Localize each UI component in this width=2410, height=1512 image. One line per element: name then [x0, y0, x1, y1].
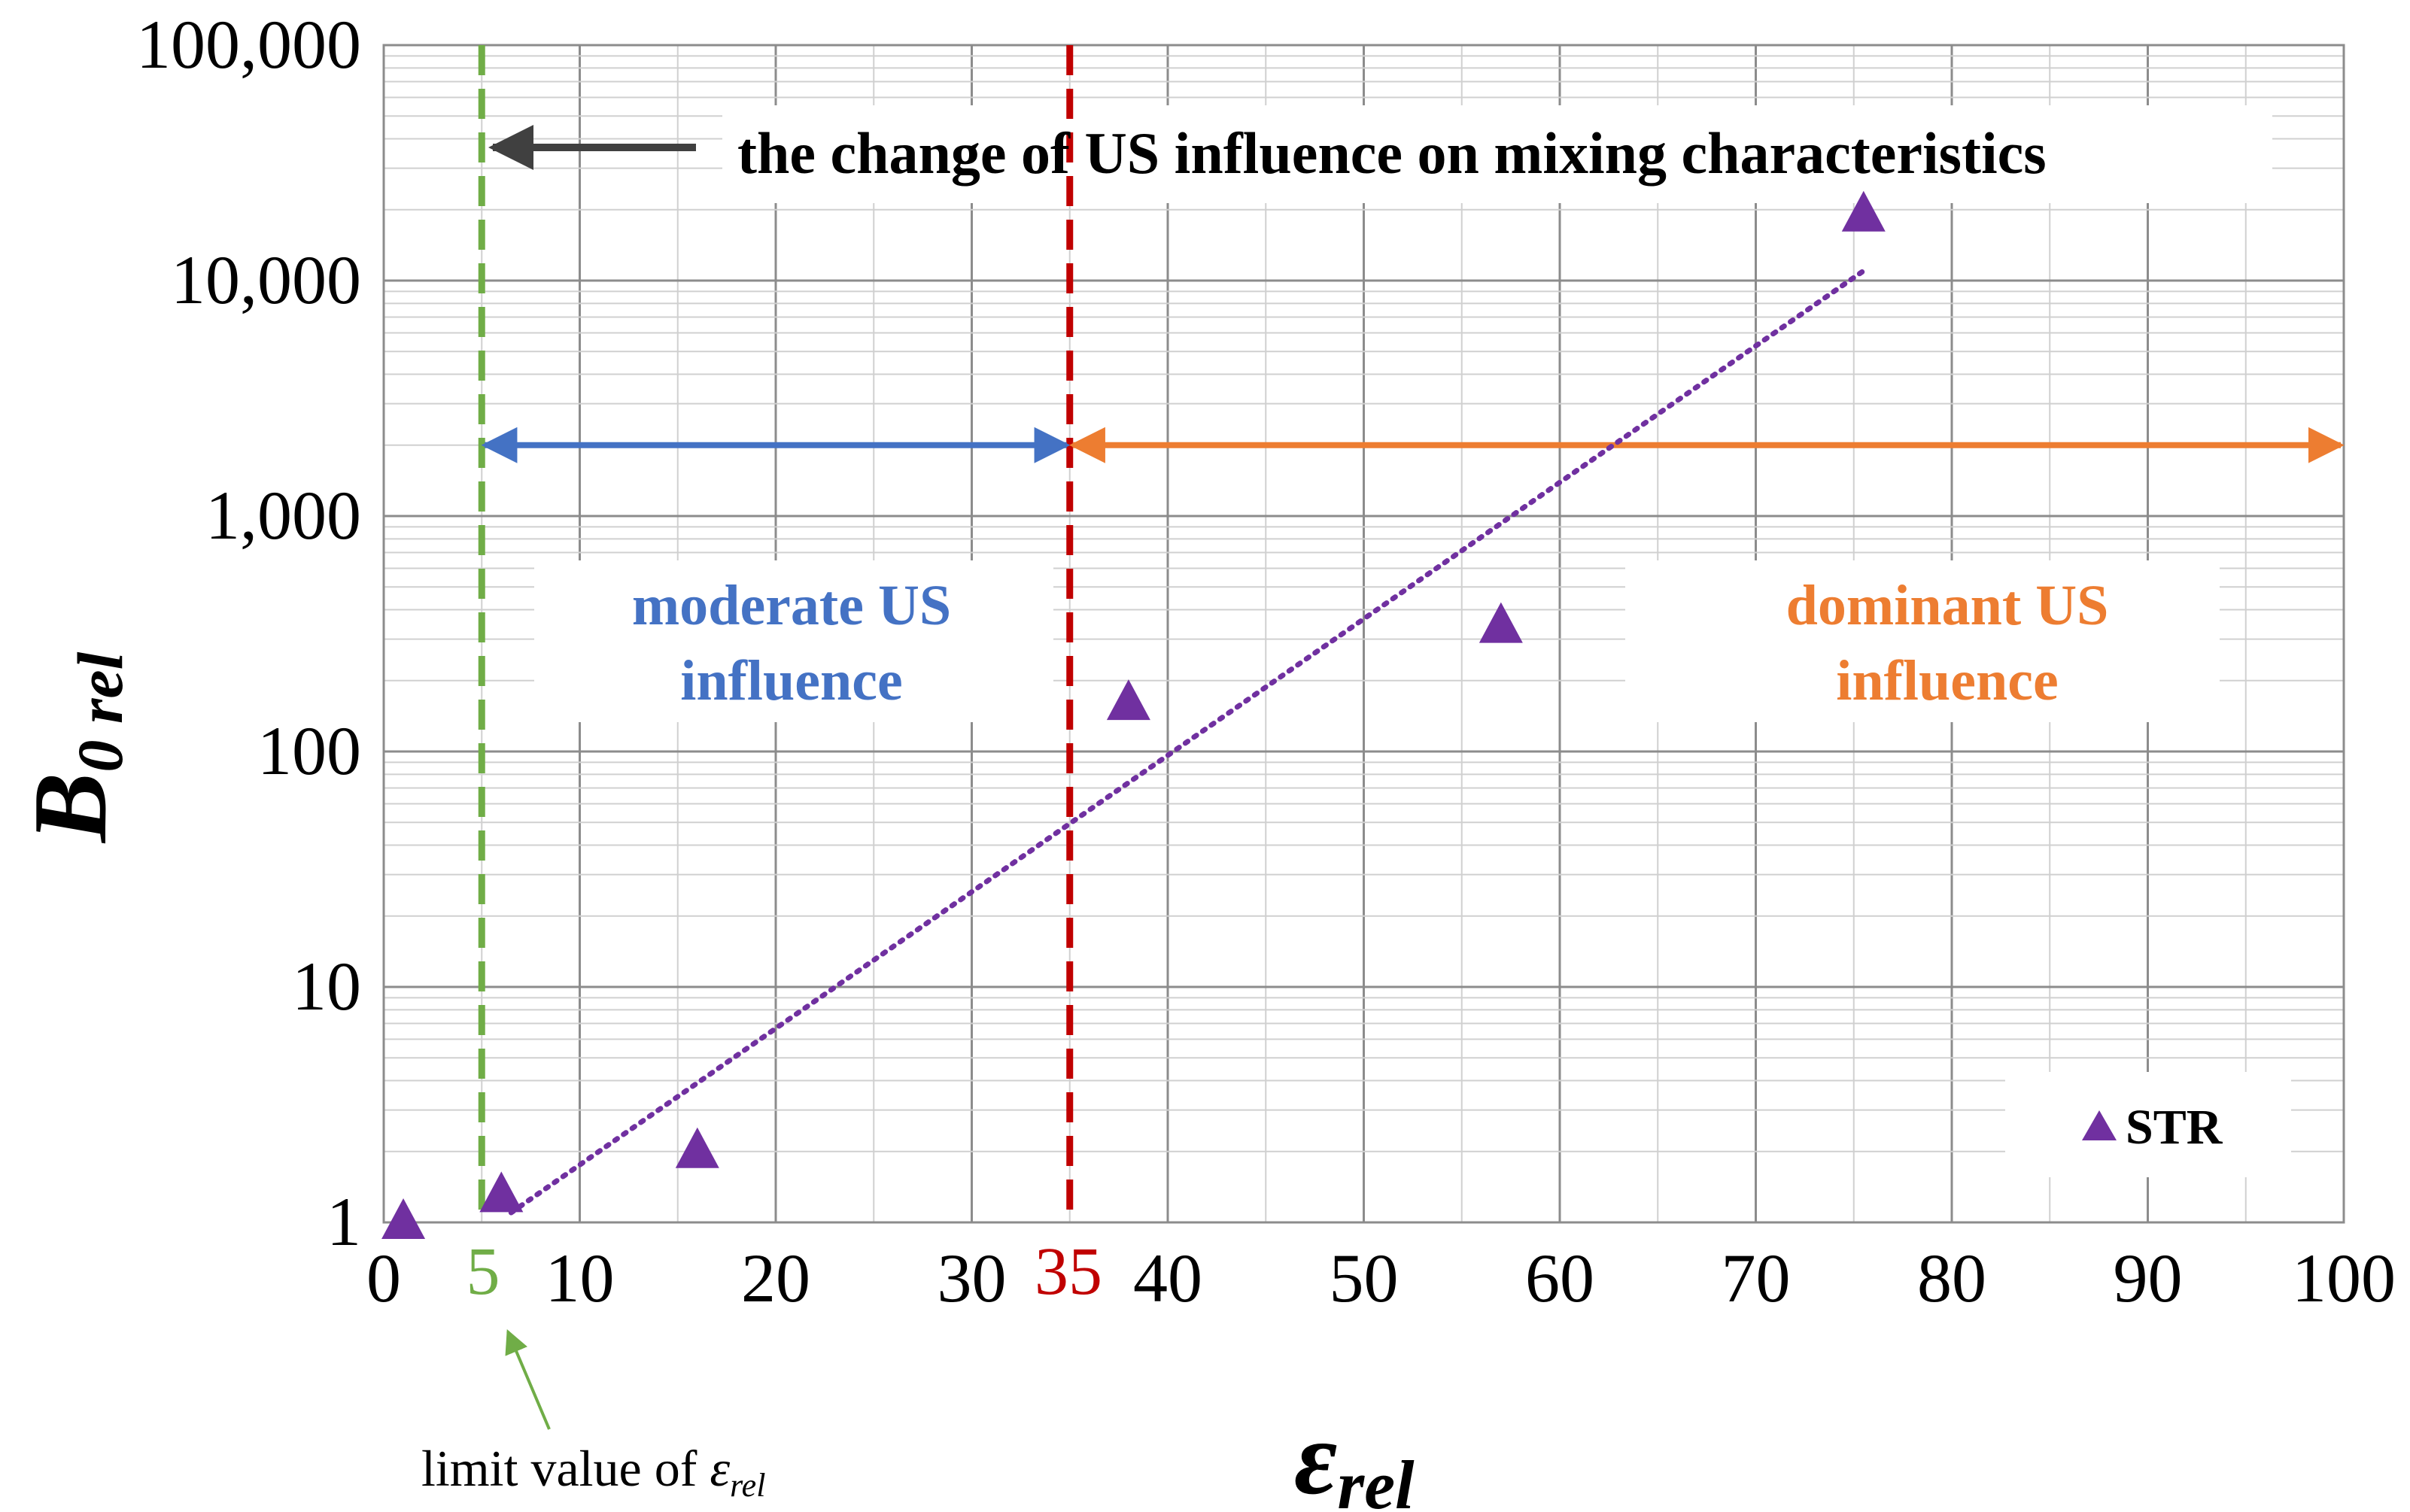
moderate-label-line1: moderate US [632, 574, 951, 637]
y-axis-title: B0 rel [12, 651, 136, 844]
y-axis-subscript: 0 rel [64, 651, 136, 772]
plot-border [382, 44, 2345, 1224]
x-tick-label: 30 [938, 1240, 1007, 1316]
y-tick-label: 10 [292, 948, 361, 1025]
trendline [508, 268, 1867, 1216]
y-tick-label: 100 [257, 712, 361, 789]
x-axis-subscript: rel [1337, 1447, 1415, 1512]
y-tick-label: 100,000 [136, 6, 361, 83]
limit-sub: rel [730, 1467, 765, 1504]
x-tick-label: 10 [546, 1240, 615, 1316]
y-tick-label: 1,000 [205, 477, 361, 554]
data-points [381, 190, 1886, 1239]
x-axis-title: εrel [1294, 1400, 1415, 1512]
dominant-label-bg [1625, 560, 2220, 722]
limit-arrow [505, 1329, 551, 1430]
legend-marker [2082, 1110, 2117, 1140]
threshold-label-35: 35 [1035, 1234, 1102, 1309]
moderate-label-bg [534, 560, 1053, 722]
x-tick-label: 80 [1917, 1240, 1986, 1316]
dominant-label-line2: influence [1836, 649, 2059, 712]
dominant-label-line1: dominant US [1786, 574, 2109, 637]
x-tick-label: 20 [741, 1240, 810, 1316]
plot-frame [382, 44, 2345, 1224]
x-tick-label: 0 [366, 1240, 401, 1316]
data-point [1106, 679, 1150, 721]
data-point [1841, 190, 1886, 232]
moderate-label-line2: influence [680, 649, 903, 712]
limit-annotation: limit value of εrel [421, 1440, 765, 1504]
data-point [479, 1171, 524, 1213]
legend-box [2005, 1072, 2291, 1177]
x-tick-label: 100 [2292, 1240, 2396, 1316]
x-tick-label: 40 [1133, 1240, 1202, 1316]
x-tick-label: 50 [1330, 1240, 1399, 1316]
threshold-lines [478, 45, 1074, 1222]
threshold-label-5: 5 [467, 1234, 500, 1309]
legend-label: STR [2126, 1100, 2223, 1155]
x-tick-label: 90 [2114, 1240, 2183, 1316]
x-tick-label: 70 [1722, 1240, 1791, 1316]
y-tick-label: 1 [327, 1183, 361, 1260]
data-point [1479, 602, 1523, 643]
x-tick-label: 60 [1525, 1240, 1594, 1316]
limit-text: limit value of [421, 1440, 710, 1497]
limit-symbol: ε [710, 1440, 730, 1497]
data-point [381, 1198, 426, 1239]
x-axis-symbol: ε [1294, 1400, 1337, 1512]
y-axis-symbol: B [12, 773, 129, 844]
data-point [675, 1127, 719, 1168]
tick-labels: 0 10 20 30 40 50 60 70 80 90 1001101001,00010,0001… [136, 6, 2396, 1316]
top-annotation-text: the change of US influence on mixing cha… [737, 120, 2047, 186]
top-annotation-bg [722, 105, 2272, 203]
trendline-layer [508, 268, 1867, 1216]
y-tick-label: 10,000 [171, 241, 361, 318]
